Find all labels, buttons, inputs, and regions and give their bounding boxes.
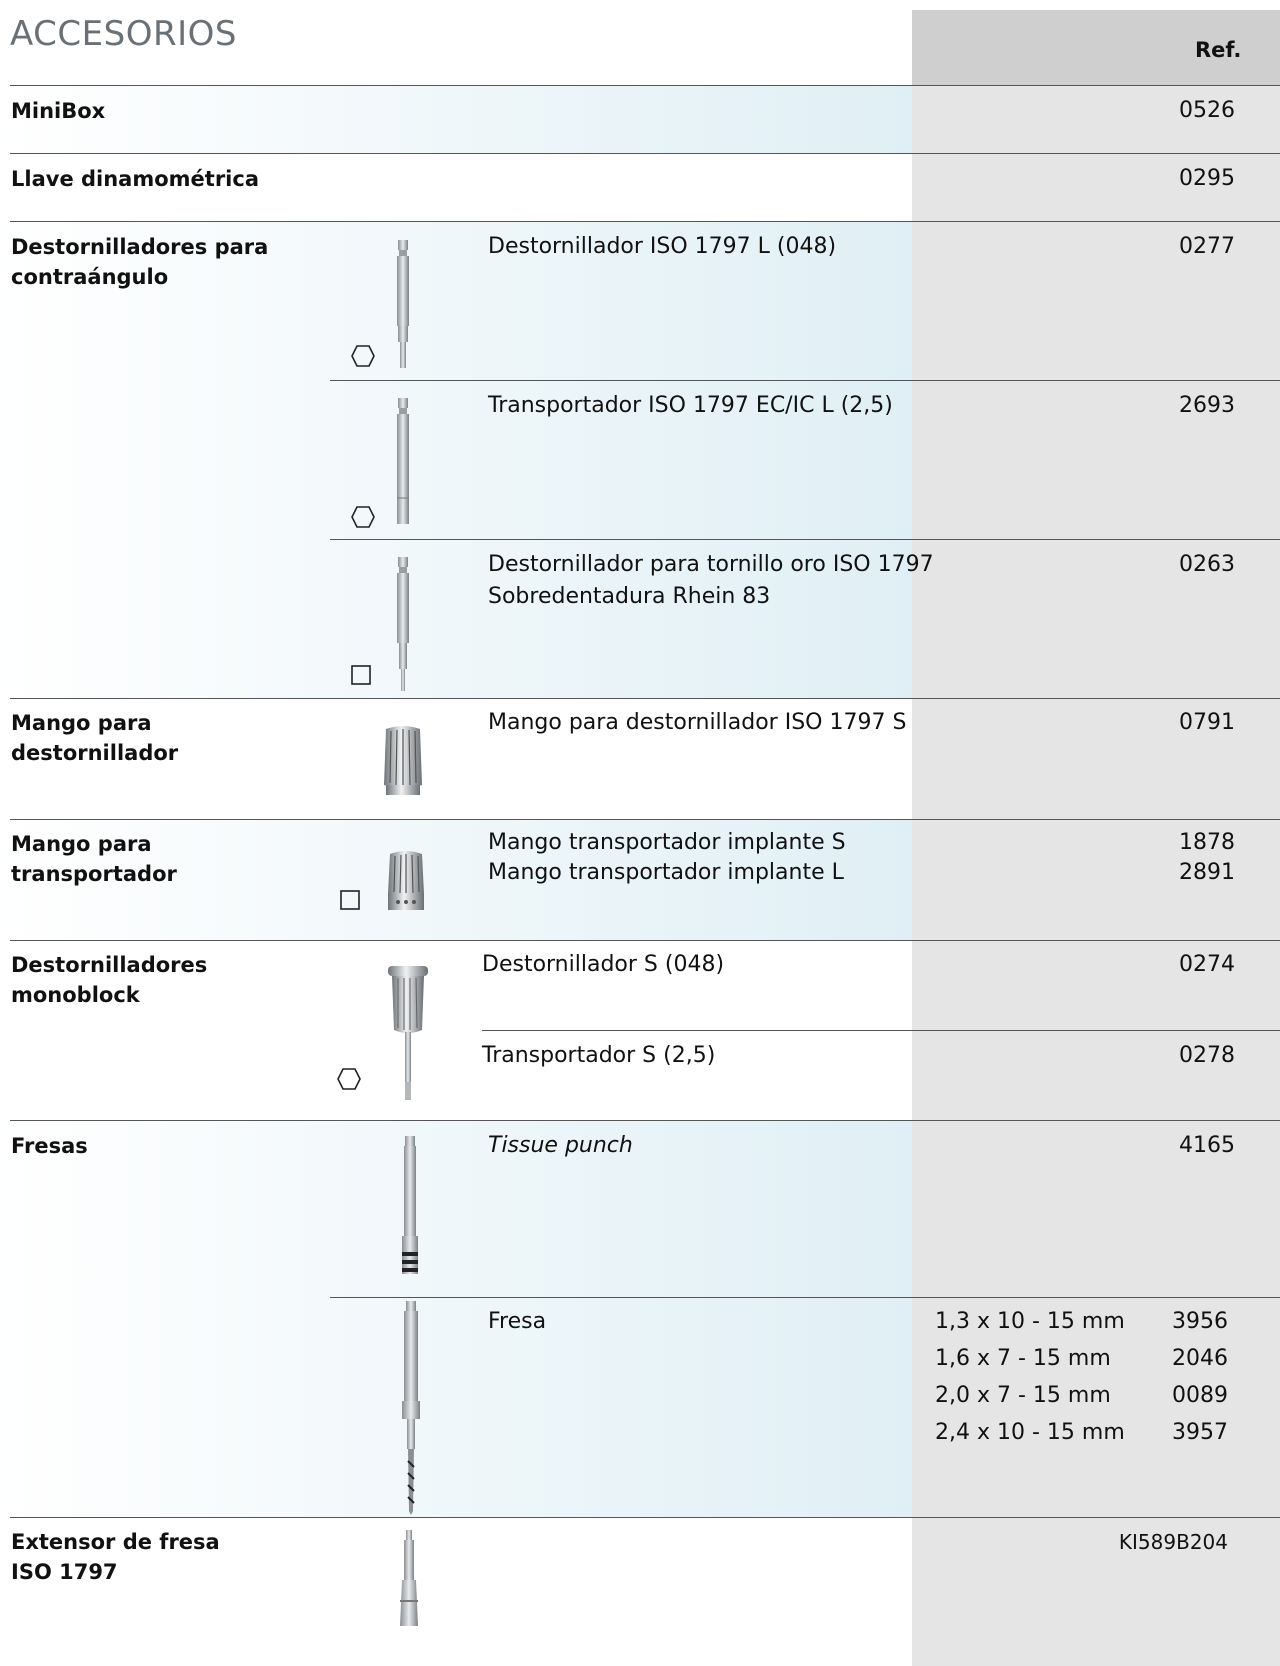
desc-destornillador-oro: Destornillador para tornillo oro ISO 179… [488, 549, 934, 613]
category-line: destornillador [11, 741, 179, 765]
drill-extender-icon [400, 1530, 418, 1626]
drill-icon [402, 1301, 420, 1515]
ref-column-background [912, 10, 1280, 1666]
handle-icon [384, 726, 422, 795]
category-line: Extensor de fresa [11, 1530, 220, 1554]
ref-value: 1878 [1179, 830, 1235, 855]
category-extensor: Extensor de fresa ISO 1797 [11, 1527, 220, 1587]
fresa-sizes: 1,3 x 10 - 15 mm 1,6 x 7 - 15 mm 2,0 x 7… [935, 1303, 1125, 1451]
fresa-size: 2,0 x 7 - 15 mm [935, 1383, 1111, 1408]
category-line: Mango para [11, 711, 152, 735]
fresa-ref: 0089 [1172, 1383, 1228, 1408]
desc-line: Mango transportador implante L [488, 860, 844, 885]
ref-2693: 2693 [1179, 393, 1235, 418]
desc-line: Destornillador para tornillo oro ISO 179… [488, 552, 934, 577]
divider [330, 539, 1280, 540]
desc-destornillador-s: Destornillador S (048) [482, 952, 725, 977]
gold-screwdriver-icon [397, 557, 409, 691]
hexagon-icon [337, 1068, 361, 1090]
square-icon [340, 890, 360, 910]
fresa-ref: 3957 [1172, 1420, 1228, 1445]
page-title: ACCESORIOS [10, 14, 237, 54]
category-line: contraángulo [11, 265, 169, 289]
fresa-ref: 2046 [1172, 1346, 1228, 1371]
hexagon-icon [351, 345, 375, 367]
desc-fresa: Fresa [488, 1309, 547, 1334]
band-minibox [0, 86, 912, 154]
ref-0278: 0278 [1179, 1043, 1235, 1068]
screwdriver-l-icon [397, 240, 409, 368]
ref-mango-transportador: 1878 2891 [1115, 828, 1235, 888]
divider [330, 380, 1280, 381]
desc-tissue-punch: Tissue punch [488, 1133, 633, 1158]
band-mango-transportador [0, 820, 912, 940]
desc-line: Sobredentadura Rhein 83 [488, 584, 771, 609]
category-line: ISO 1797 [11, 1560, 118, 1584]
tissue-punch-icon [402, 1136, 418, 1274]
ref-0263: 0263 [1179, 552, 1235, 577]
divider [10, 1120, 1280, 1121]
category-fresas: Fresas [11, 1134, 88, 1158]
divider [10, 85, 1280, 86]
divider [10, 819, 1280, 820]
desc-destornillador-iso-l: Destornillador ISO 1797 L (048) [488, 234, 837, 259]
category-mango-transportador: Mango para transportador [11, 829, 177, 889]
ref-0277: 0277 [1179, 234, 1235, 259]
desc-line: Mango transportador implante S [488, 830, 846, 855]
ref-extensor: KI589B204 [1118, 1530, 1228, 1554]
divider [482, 1030, 1280, 1031]
ref-minibox: 0526 [1179, 98, 1235, 123]
category-destornilladores-contraangulo: Destornilladores para contraángulo [11, 232, 268, 292]
category-line: monoblock [11, 983, 140, 1007]
ref-column-header [912, 10, 1280, 85]
transporter-l-icon [397, 398, 409, 524]
desc-transportador-iso: Transportador ISO 1797 EC/IC L (2,5) [488, 393, 893, 418]
category-line: Destornilladores [11, 953, 208, 977]
divider [10, 153, 1280, 154]
transporter-handle-icon [388, 851, 424, 910]
desc-mango-transportador: Mango transportador implante S Mango tra… [488, 828, 846, 888]
ref-header-label: Ref. [1195, 38, 1242, 62]
desc-mango-destornillador: Mango para destornillador ISO 1797 S [488, 710, 907, 735]
ref-value: 2891 [1179, 860, 1235, 885]
divider [10, 221, 1280, 222]
monoblock-screwdriver-icon [388, 966, 428, 1100]
hexagon-icon [351, 506, 375, 528]
category-llave: Llave dinamométrica [11, 167, 259, 191]
category-line: transportador [11, 862, 177, 886]
fresa-size: 2,4 x 10 - 15 mm [935, 1420, 1125, 1445]
fresa-size: 1,6 x 7 - 15 mm [935, 1346, 1111, 1371]
ref-0791: 0791 [1179, 710, 1235, 735]
ref-4165: 4165 [1179, 1133, 1235, 1158]
fresa-refs: 3956 2046 0089 3957 [1110, 1303, 1228, 1451]
ref-0274: 0274 [1179, 952, 1235, 977]
divider [330, 1297, 1280, 1298]
divider [10, 1517, 1280, 1518]
square-icon [351, 665, 371, 685]
category-line: Mango para [11, 832, 152, 856]
divider [10, 940, 1280, 941]
fresa-ref: 3956 [1172, 1309, 1228, 1334]
band-destornilladores [0, 222, 912, 698]
category-line: Destornilladores para [11, 235, 269, 259]
fresa-size: 1,3 x 10 - 15 mm [935, 1309, 1125, 1334]
category-monoblock: Destornilladores monoblock [11, 950, 207, 1010]
category-minibox: MiniBox [11, 99, 106, 123]
band-fresas [0, 1121, 912, 1517]
ref-llave: 0295 [1179, 166, 1235, 191]
divider [10, 698, 1280, 699]
desc-transportador-s: Transportador S (2,5) [482, 1043, 716, 1068]
category-mango-destornillador: Mango para destornillador [11, 708, 178, 768]
